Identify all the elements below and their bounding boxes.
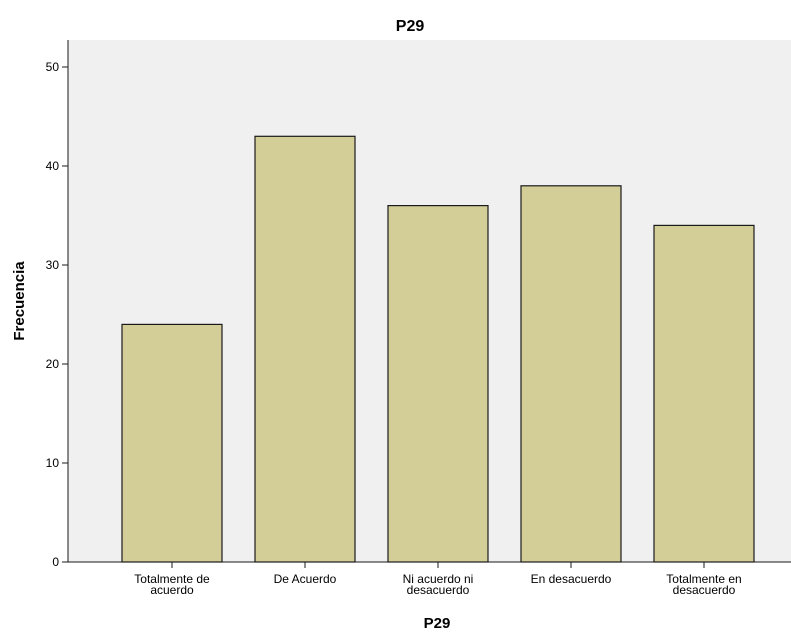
x-axis-ticks: Totalmente de acuerdo De Acuerdo Ni acuerdo… (134, 562, 742, 597)
bar-4 (520, 185, 622, 563)
y-tick-label: 20 (46, 357, 60, 371)
bar-2 (254, 135, 356, 563)
y-tick-label: 40 (46, 159, 60, 173)
x-tick-label: Ni acuerdo ni desacuerdo (403, 572, 474, 597)
bar-1 (121, 323, 223, 563)
y-tick-label: 10 (46, 456, 60, 470)
bar-3 (387, 205, 489, 563)
bars-group (121, 135, 755, 563)
chart-title: P29 (396, 18, 425, 35)
x-axis-title: P29 (424, 615, 451, 632)
y-tick-label: 30 (46, 258, 60, 272)
x-tick-label: Totalmente de acuerdo (134, 572, 210, 597)
y-tick-label: 50 (46, 60, 60, 74)
y-axis-title: Frecuencia (11, 261, 28, 341)
bar-5 (653, 224, 755, 563)
y-tick-label: 0 (52, 555, 59, 569)
x-tick-label: En desacuerdo (531, 572, 612, 586)
y-axis-ticks: 0 10 20 30 40 50 (46, 60, 68, 569)
x-tick-label: Totalmente en desacuerdo (666, 572, 741, 597)
x-tick-label: De Acuerdo (274, 572, 337, 586)
